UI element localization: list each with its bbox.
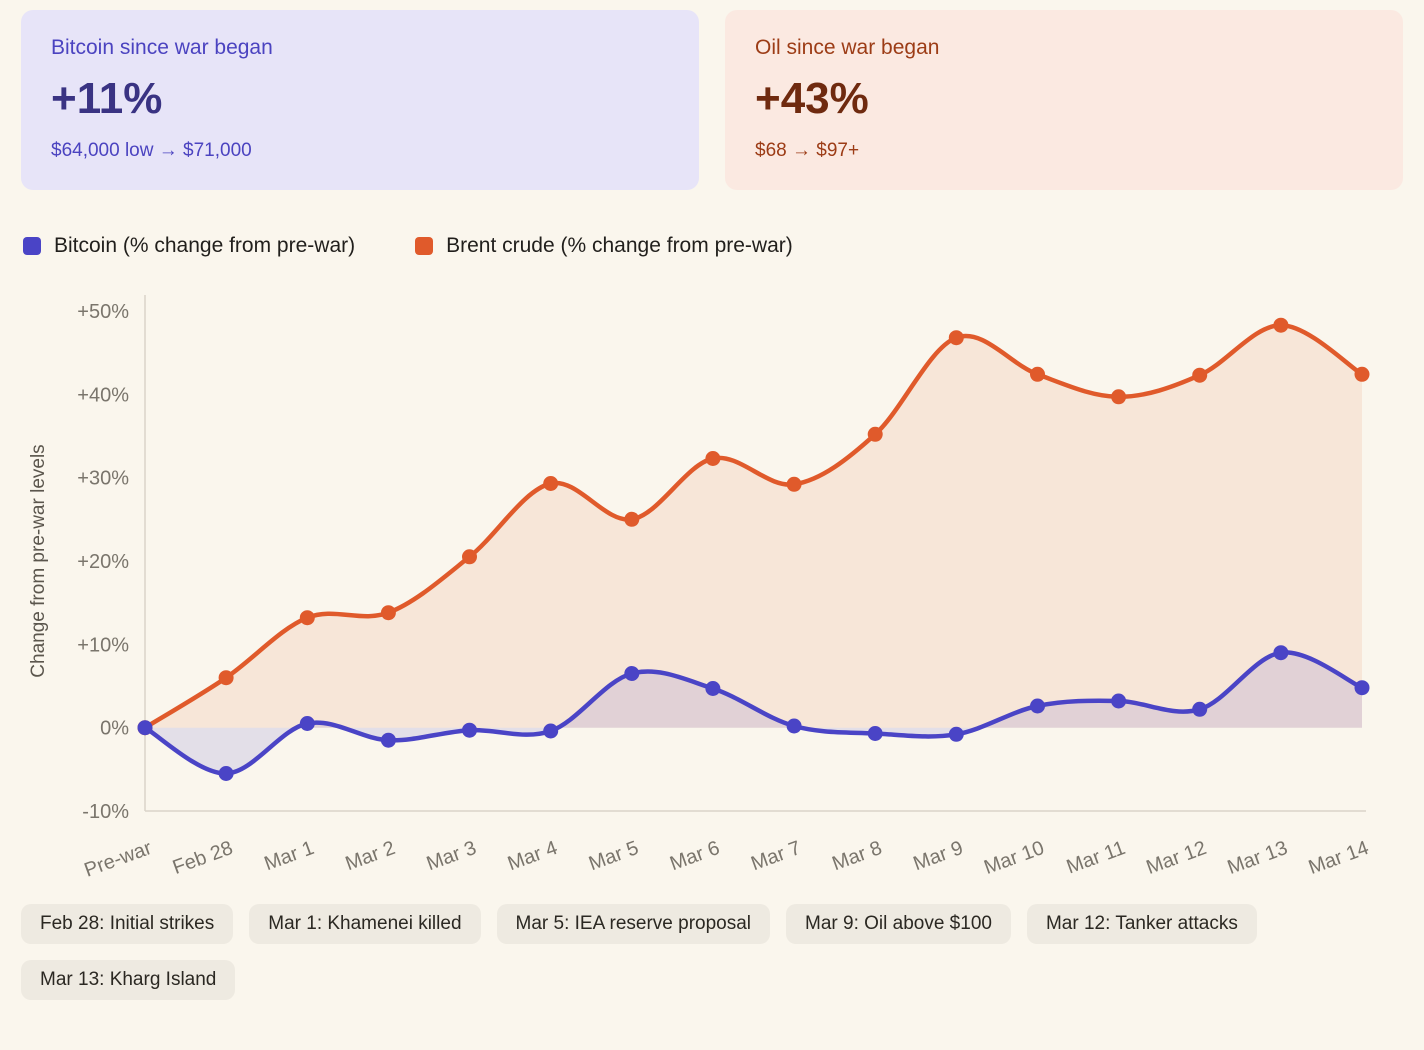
annotation-chips: Feb 28: Initial strikes Mar 1: Khamenei k… [0, 890, 1424, 1000]
bitcoin-card-value: +11% [51, 74, 163, 123]
annotation-chip: Mar 9: Oil above $100 [786, 904, 1011, 944]
svg-text:0%: 0% [100, 718, 129, 740]
annotation-chip: Mar 13: Kharg Island [21, 960, 236, 1000]
annotation-chip: Feb 28: Initial strikes [21, 904, 234, 944]
svg-text:-10%: -10% [82, 801, 129, 823]
svg-text:Feb 28: Feb 28 [170, 837, 236, 879]
svg-text:Mar 9: Mar 9 [910, 837, 966, 875]
legend-label-brent: Brent crude (% change from pre-war) [446, 234, 793, 257]
oil-card-value: +43% [755, 74, 869, 123]
annotation-chip: Mar 1: Khamenei killed [249, 904, 481, 944]
bitcoin-card-subtitle: $64,000 low → $71,000 [51, 140, 252, 161]
svg-text:Mar 13: Mar 13 [1225, 837, 1291, 879]
svg-text:Mar 6: Mar 6 [667, 837, 723, 875]
svg-text:+30%: +30% [77, 468, 129, 490]
svg-text:Mar 7: Mar 7 [748, 837, 804, 875]
svg-text:Mar 4: Mar 4 [505, 837, 561, 875]
svg-text:Mar 3: Mar 3 [424, 837, 480, 875]
oil-card-subtitle: $68 → $97+ [755, 140, 860, 161]
legend-item-bitcoin: Bitcoin (% change from pre-war) [23, 234, 355, 258]
oil-summary-card: Oil since war began +43% $68 → $97+ [725, 10, 1403, 190]
legend-item-brent: Brent crude (% change from pre-war) [415, 234, 793, 258]
svg-text:Change from pre-war levels: Change from pre-war levels [28, 444, 49, 677]
svg-text:Mar 1: Mar 1 [261, 837, 317, 875]
bitcoin-summary-card: Bitcoin since war began +11% $64,000 low… [21, 10, 699, 190]
summary-cards: Bitcoin since war began +11% $64,000 low… [0, 0, 1424, 190]
svg-text:+50%: +50% [77, 301, 129, 323]
svg-text:Pre-war: Pre-war [81, 837, 155, 882]
chart-legend: Bitcoin (% change from pre-war) Brent cr… [0, 190, 1424, 270]
svg-text:Mar 8: Mar 8 [829, 837, 885, 875]
svg-text:+20%: +20% [77, 551, 129, 573]
price-change-chart: -10% 0% +10% +20% +30% +40% +50% Pre-war Feb 28 M… [0, 270, 1424, 890]
svg-text:Mar 14: Mar 14 [1306, 837, 1372, 879]
annotation-chip: Mar 12: Tanker attacks [1026, 904, 1257, 944]
svg-text:Mar 11: Mar 11 [1064, 837, 1129, 878]
svg-text:Mar 10: Mar 10 [981, 837, 1047, 879]
brent-swatch-icon [415, 237, 434, 255]
svg-text:Mar 2: Mar 2 [343, 837, 399, 875]
legend-label-bitcoin: Bitcoin (% change from pre-war) [54, 234, 356, 257]
bitcoin-card-title: Bitcoin since war began [51, 36, 273, 59]
annotation-chip: Mar 5: IEA reserve proposal [496, 904, 771, 944]
svg-text:+40%: +40% [77, 384, 129, 406]
bitcoin-swatch-icon [23, 237, 41, 255]
oil-card-title: Oil since war began [755, 36, 940, 59]
chart-svg: -10% 0% +10% +20% +30% +40% +50% Pre-war Feb 28 M… [28, 295, 1372, 882]
svg-text:+10%: +10% [77, 634, 129, 656]
svg-text:Mar 5: Mar 5 [586, 837, 642, 875]
svg-text:Mar 12: Mar 12 [1143, 837, 1209, 879]
